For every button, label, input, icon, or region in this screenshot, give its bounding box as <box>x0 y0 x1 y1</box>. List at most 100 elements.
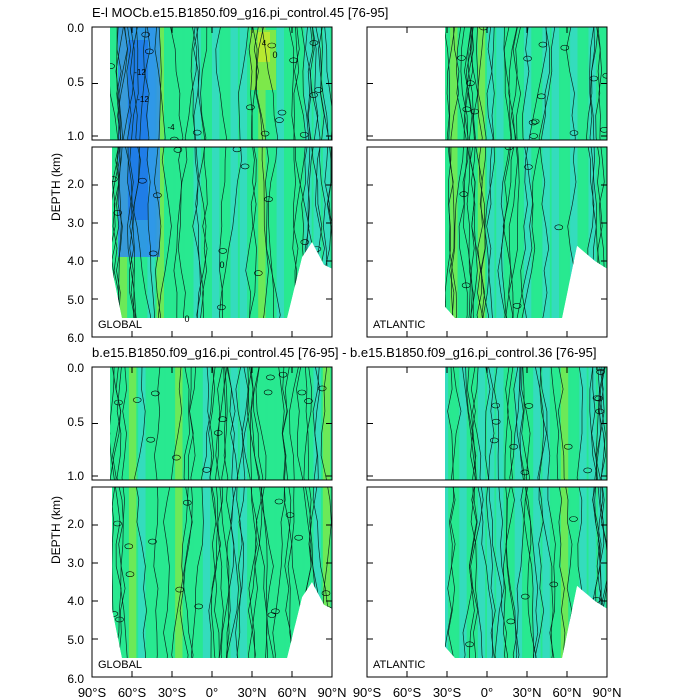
contour-line-top-atlantic-10 <box>420 27 440 337</box>
contour-marker-top-atlantic-23 <box>529 133 539 139</box>
left-xtick-3: 0° <box>206 685 218 700</box>
contour-line-top-global-37 <box>256 27 281 318</box>
contour-line-bottom-global-14 <box>241 367 258 658</box>
contour-line-bottom-global-9 <box>163 367 183 658</box>
contour-marker-top-atlantic-10 <box>457 55 466 61</box>
contour-line-bottom-global-35 <box>236 367 250 658</box>
fill-band-bottom-global-8 <box>165 367 174 658</box>
contour-line-bottom-global-33 <box>179 367 196 658</box>
contour-marker-bottom-atlantic-8 <box>572 627 582 634</box>
contour-marker-bottom-global-13 <box>124 543 134 550</box>
contour-line-top-global-19 <box>123 27 153 318</box>
contour-marker-bottom-global-18 <box>263 389 273 396</box>
contour-line-bottom-atlantic-20 <box>405 367 411 677</box>
fill-band-top-atlantic-15 <box>505 27 513 318</box>
contour-marker-top-atlantic-26 <box>554 224 564 231</box>
contour-line-top-global-20 <box>245 27 257 318</box>
fill-band-bottom-global-2 <box>110 367 118 658</box>
contour-marker-top-global-9 <box>253 270 263 276</box>
fill-band-bottom-global-17 <box>248 367 257 658</box>
contour-marker-top-atlantic-20 <box>538 41 548 48</box>
contour-line-top-atlantic-2 <box>373 27 385 337</box>
contour-line-top-atlantic-1 <box>476 27 486 318</box>
contour-line-top-atlantic-20 <box>416 27 429 337</box>
contour-marker-top-global-29 <box>141 31 150 38</box>
contour-line-bottom-atlantic-28 <box>513 367 535 658</box>
contour-line-bottom-global-5 <box>153 367 161 658</box>
contour-line-top-atlantic-0 <box>445 27 462 318</box>
contour-marker-top-atlantic-14 <box>524 164 533 170</box>
contour-marker-bottom-global-20 <box>194 603 203 610</box>
contour-label-pos4: 4 <box>262 39 267 48</box>
fill-band-top-global-8 <box>165 27 174 318</box>
fill-band-bottom-atlantic-16 <box>514 367 523 658</box>
contour-marker-bottom-global-0 <box>218 416 227 423</box>
fill-band-bottom-atlantic-19 <box>542 367 550 658</box>
right-xtick-0: 90°S <box>353 685 382 700</box>
fill-band-top-atlantic-8 <box>445 27 449 318</box>
contour-line-bottom-atlantic-22 <box>488 367 510 658</box>
contour-line-top-global-28 <box>112 27 128 318</box>
fill-band-top-global-20 <box>276 27 284 318</box>
fill-band-bottom-atlantic-14 <box>496 367 504 658</box>
contour-marker-bottom-global-4 <box>132 397 142 403</box>
contour-marker-bottom-global-22 <box>172 454 181 461</box>
fill-band-top-atlantic-22 <box>570 27 578 318</box>
contour-marker-bottom-atlantic-3 <box>372 583 380 588</box>
contour-marker-bottom-atlantic-23 <box>489 437 499 444</box>
top-panel-title: E-l MOCb.e15.B1850.f09_g16.pi_control.45… <box>92 5 388 20</box>
contour-line-bottom-global-23 <box>225 367 239 658</box>
contour-marker-bottom-global-23 <box>317 385 327 392</box>
fill-band-top-global-11 <box>193 27 201 318</box>
bottom-ytick-2: 1.0 <box>67 469 84 483</box>
fill-group-bottom-atlantic <box>376 367 607 677</box>
contour-marker-bottom-global-17 <box>202 466 211 473</box>
fill-band-bottom-atlantic-7 <box>432 367 439 677</box>
contour-marker-bottom-global-10 <box>297 389 307 396</box>
fill-band-bottom-atlantic-21 <box>560 367 569 658</box>
contour-label-zero-3: 0 <box>219 260 224 270</box>
contour-line-top-atlantic-39 <box>464 27 492 318</box>
contour-line-bottom-atlantic-15 <box>447 367 455 658</box>
contour-marker-bottom-atlantic-22 <box>569 516 578 522</box>
fill-band-bottom-atlantic-18 <box>533 367 541 658</box>
contour-line-top-atlantic-8 <box>406 27 419 337</box>
contour-marker-bottom-atlantic-25 <box>596 369 605 375</box>
fill-band-top-atlantic-16 <box>514 27 523 318</box>
contour-label-neg4: -4 <box>167 123 175 132</box>
contour-marker-bottom-atlantic-0 <box>491 418 501 425</box>
contour-line-top-atlantic-6 <box>378 27 386 337</box>
contour-marker-bottom-global-2 <box>151 390 160 397</box>
fill-band-top-atlantic-17 <box>523 27 532 318</box>
contour-marker-top-atlantic-2 <box>392 182 400 187</box>
contour-marker-bottom-atlantic-7 <box>389 633 397 638</box>
contour-marker-bottom-atlantic-11 <box>506 618 516 625</box>
fill-band-bottom-atlantic-1 <box>376 367 383 677</box>
fill-band-top-atlantic-0 <box>367 27 374 337</box>
fill-band-bottom-global-19 <box>267 367 275 658</box>
contour-marker-bottom-atlantic-27 <box>520 593 530 600</box>
fill-band-bottom-global-16 <box>239 367 248 658</box>
fill-band-top-global-12 <box>202 27 211 318</box>
contour-line-top-atlantic-29 <box>520 27 547 318</box>
fill-band-bottom-atlantic-10 <box>459 367 467 658</box>
contour-label-zero-1: 0 <box>184 314 189 324</box>
fill-band-bottom-atlantic-12 <box>477 367 486 658</box>
fill-band-top-atlantic-23 <box>579 27 587 318</box>
right-xtick-1: 60°S <box>393 685 422 700</box>
contour-line-top-atlantic-22 <box>410 27 430 337</box>
contour-line-top-global-32 <box>170 27 186 318</box>
contour-line-bottom-atlantic-13 <box>505 367 521 658</box>
fill-band-bottom-global-11 <box>193 367 201 658</box>
bottom-global-label: GLOBAL <box>98 659 142 671</box>
contour-marker-top-atlantic-21 <box>560 44 570 51</box>
contour-marker-bottom-global-26 <box>321 590 331 597</box>
fill-band-bottom-global-12 <box>202 367 211 658</box>
contour-line-bottom-atlantic-26 <box>470 367 486 658</box>
contour-marker-bottom-global-28 <box>125 571 135 578</box>
contour-marker-top-global-5 <box>110 176 118 182</box>
contour-line-bottom-atlantic-27 <box>356 367 381 677</box>
contour-line-top-global-36 <box>153 27 162 318</box>
contour-line-bottom-atlantic-10 <box>407 367 423 677</box>
contour-line-top-atlantic-17 <box>458 27 474 318</box>
